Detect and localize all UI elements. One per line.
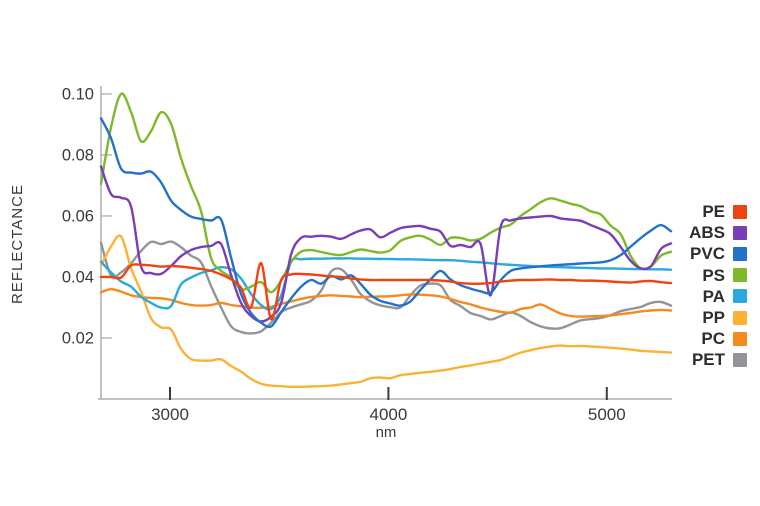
legend: PE ABS PVC PS PA PP PC PET <box>689 201 747 371</box>
legend-swatch-PE <box>733 204 747 219</box>
legend-swatch-PET <box>733 352 747 367</box>
legend-swatch-ABS <box>733 225 747 240</box>
legend-label-PP: PP <box>702 308 725 328</box>
legend-item-PP: PP <box>689 307 747 328</box>
series-line-PC <box>99 288 673 318</box>
legend-swatch-PS <box>733 268 747 283</box>
legend-swatch-PVC <box>733 246 747 261</box>
legend-swatch-PC <box>733 331 747 346</box>
series-line-PP <box>99 234 673 389</box>
legend-item-PC: PC <box>689 328 747 349</box>
x-tick-label: 5000 <box>588 405 626 424</box>
legend-item-PE: PE <box>689 201 747 222</box>
legend-item-PA: PA <box>689 286 747 307</box>
x-tick-label: 4000 <box>369 405 407 424</box>
x-tick-label: 3000 <box>151 405 189 424</box>
series-line-PVC <box>99 117 673 329</box>
legend-label-PE: PE <box>702 202 725 222</box>
series-line-PET <box>99 240 673 335</box>
legend-item-PET: PET <box>689 349 747 370</box>
legend-item-PVC: PVC <box>689 243 747 264</box>
x-axis-label: nm <box>375 424 397 441</box>
legend-label-PET: PET <box>691 350 725 370</box>
legend-label-ABS: ABS <box>689 223 725 243</box>
series-line-PE <box>99 261 673 321</box>
legend-swatch-PP <box>733 310 747 325</box>
legend-label-PVC: PVC <box>690 244 725 264</box>
y-axis-label: REFLECTANCE <box>9 184 26 304</box>
y-tick-label: 0.02 <box>62 329 94 347</box>
legend-item-ABS: ABS <box>689 222 747 243</box>
legend-swatch-PA <box>733 289 747 304</box>
legend-label-PA: PA <box>702 286 725 306</box>
series-line-ABS <box>99 165 673 323</box>
y-tick-label: 0.04 <box>62 268 94 286</box>
y-tick-label: 0.08 <box>62 146 94 164</box>
legend-item-PS: PS <box>689 265 747 286</box>
y-tick-label: 0.06 <box>62 207 94 225</box>
series-line-PS <box>99 92 673 294</box>
series-line-PA <box>99 257 673 311</box>
legend-label-PC: PC <box>701 329 725 349</box>
legend-label-PS: PS <box>702 265 725 285</box>
y-tick-label: 0.10 <box>62 85 94 103</box>
